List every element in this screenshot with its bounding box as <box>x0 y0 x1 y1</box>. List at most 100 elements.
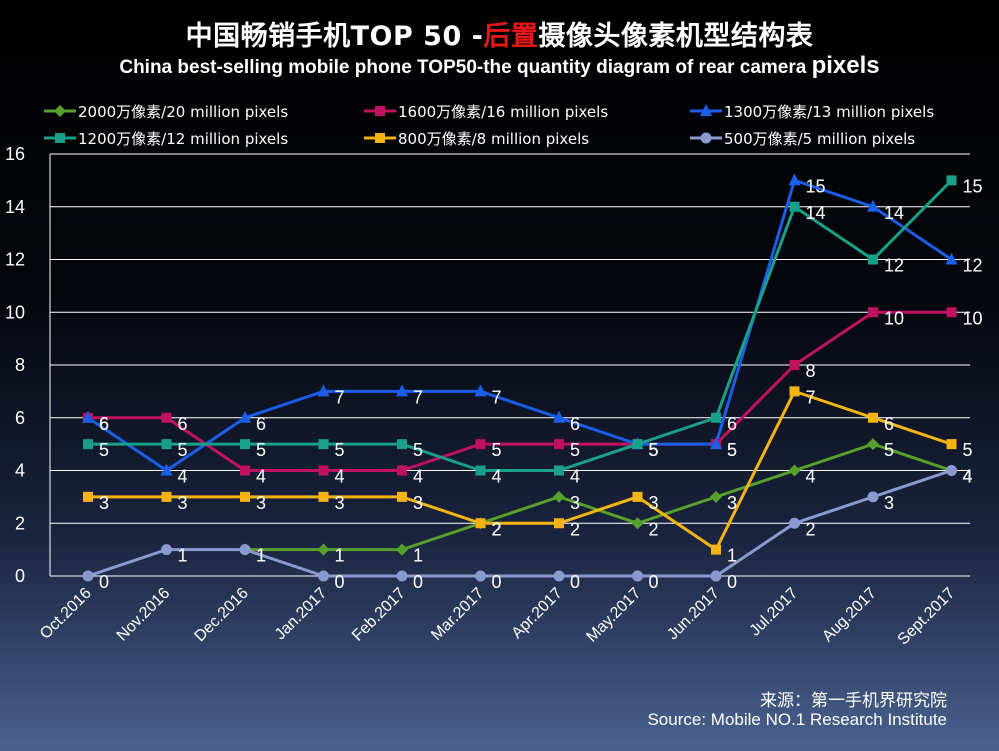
series-0-label-7: 2 <box>649 519 659 539</box>
legend-item-1: 1600万像素/16 million pixels <box>364 100 608 122</box>
series-0-label-9: 4 <box>806 467 816 487</box>
series-2-label-1: 4 <box>178 467 188 487</box>
legend-item-5: 500万像素/5 million pixels <box>690 127 915 149</box>
series-3-point-10 <box>868 254 878 265</box>
series-3-point-8 <box>711 412 721 423</box>
series-4-label-2: 3 <box>256 493 266 513</box>
series-5-point-9 <box>789 517 800 529</box>
series-3-point-9 <box>789 201 800 212</box>
series-4-point-2 <box>240 491 250 502</box>
series-4-label-3: 3 <box>335 493 345 513</box>
series-4-label-7: 3 <box>649 493 659 513</box>
series-2-label-7: 5 <box>649 440 659 460</box>
series-4-label-10: 6 <box>884 414 894 434</box>
series-0-point-8 <box>710 490 722 503</box>
series-1-point-9 <box>789 360 800 370</box>
series-3-label-5: 4 <box>492 467 502 487</box>
series-0-point-6 <box>553 490 565 503</box>
series-4-point-0 <box>83 491 93 502</box>
series-1-point-11 <box>946 307 957 318</box>
series-2-label-9: 15 <box>806 176 826 196</box>
series-1-point-2 <box>240 465 250 476</box>
series-5-label-11: 4 <box>963 467 973 487</box>
series-5-label-6: 0 <box>570 572 580 592</box>
series-4-point-7 <box>632 491 643 502</box>
legend-marker-icon <box>44 105 76 117</box>
series-2-label-10: 14 <box>884 203 904 223</box>
chart-title-cn: 中国畅销手机TOP 50 -后置摄像头像素机型结构表 <box>0 14 999 53</box>
series-5-point-1 <box>161 544 172 556</box>
legend-item-0: 2000万像素/20 million pixels <box>44 100 288 122</box>
series-5-label-2: 1 <box>256 546 266 566</box>
series-3-point-5 <box>475 465 486 476</box>
series-0-point-3 <box>317 543 330 556</box>
series-5-point-5 <box>475 570 486 582</box>
series-2-point-2 <box>239 410 251 423</box>
series-0-point-4 <box>396 543 408 556</box>
series-5-label-9: 2 <box>806 519 816 539</box>
y-tick-label: 6 <box>15 408 25 428</box>
series-2-label-2: 6 <box>256 414 266 434</box>
series-4-label-4: 3 <box>413 493 423 513</box>
legend-marker-icon <box>690 104 722 116</box>
series-1-label-5: 5 <box>492 440 502 460</box>
source-cn: 来源：第一手机界研究院 <box>760 691 947 710</box>
x-tick-label: Jan.2017 <box>272 585 331 644</box>
series-0-label-3: 1 <box>335 546 345 566</box>
x-tick-label: Dec.2016 <box>191 585 252 646</box>
series-2-label-0: 6 <box>99 414 109 434</box>
series-3-point-6 <box>554 465 564 476</box>
series-2-label-5: 7 <box>492 387 502 407</box>
series-5-label-4: 0 <box>413 572 423 592</box>
series-3-label-2: 5 <box>256 440 266 460</box>
series-5-label-8: 0 <box>727 572 737 592</box>
series-1-point-5 <box>475 439 486 450</box>
series-5-label-3: 0 <box>335 572 345 592</box>
x-tick-label: May.2017 <box>583 585 644 646</box>
series-3-point-2 <box>240 439 250 450</box>
source-en: Source: Mobile NO.1 Research Institute <box>647 710 947 729</box>
series-line-2 <box>87 178 953 472</box>
series-4-label-6: 2 <box>570 519 580 539</box>
x-tick-label: Feb.2017 <box>349 585 409 645</box>
series-1-label-6: 5 <box>570 440 580 460</box>
series-5-point-4 <box>396 570 408 582</box>
series-line-1 <box>88 310 952 472</box>
x-tick-label: Jun.2017 <box>664 585 723 644</box>
series-4-point-8 <box>711 544 721 555</box>
series-line-3 <box>88 179 953 472</box>
series-1-point-4 <box>397 465 407 476</box>
series-0-label-6: 3 <box>570 493 580 513</box>
series-1-label-2: 4 <box>256 467 266 487</box>
series-3-point-7 <box>632 439 643 450</box>
series-3-label-4: 5 <box>413 440 423 460</box>
series-2-point-10 <box>867 199 879 212</box>
series-0-point-10 <box>867 438 879 451</box>
series-4-point-11 <box>946 439 957 450</box>
series-5-point-11 <box>946 465 957 476</box>
legend-label: 1600万像素/16 million pixels <box>398 102 609 121</box>
legend-marker-icon <box>44 133 76 143</box>
series-3-label-0: 5 <box>99 440 109 460</box>
legend-marker-icon <box>364 106 396 116</box>
series-5-label-1: 1 <box>178 546 188 566</box>
series-2-label-11: 12 <box>963 256 983 276</box>
x-tick-label: Aug.2017 <box>819 585 880 646</box>
series-2-label-6: 6 <box>570 414 580 434</box>
series-4-label-8: 1 <box>727 546 737 566</box>
series-1-point-1 <box>161 412 172 423</box>
x-tick-label: Apr.2017 <box>509 585 566 642</box>
series-3-label-1: 5 <box>178 440 188 460</box>
series-1-label-7: 5 <box>649 440 659 460</box>
legend-item-2: 1300万像素/13 million pixels <box>690 100 934 122</box>
series-4-point-4 <box>397 491 407 502</box>
series-5-point-10 <box>867 491 879 503</box>
y-tick-label: 8 <box>15 355 25 375</box>
series-1-point-3 <box>318 465 329 476</box>
series-3-point-0 <box>83 439 93 450</box>
series-2-point-6 <box>553 410 565 423</box>
series-5-label-0: 0 <box>99 572 109 592</box>
series-2-point-5 <box>474 384 487 397</box>
y-tick-label: 14 <box>5 197 25 217</box>
